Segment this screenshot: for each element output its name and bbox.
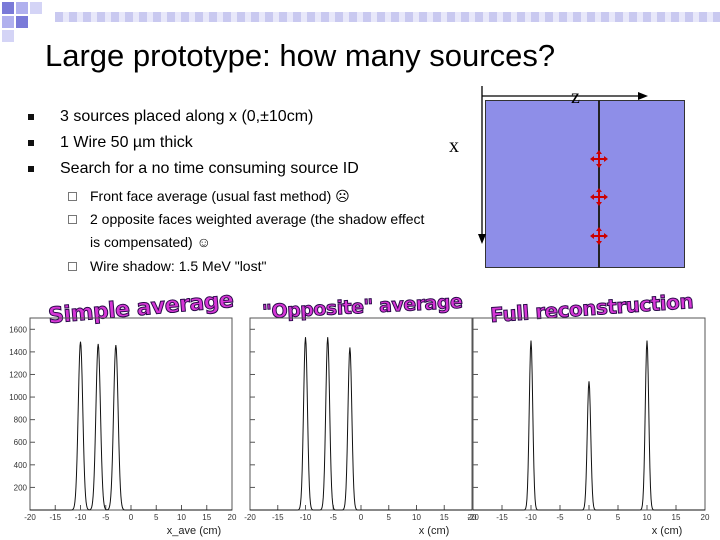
x-tick-label: -20 xyxy=(244,513,256,522)
x-tick-label: 20 xyxy=(228,513,237,522)
bullet-marker xyxy=(28,166,34,172)
x-tick-label: 0 xyxy=(587,513,592,522)
sub-bullet-marker xyxy=(68,262,77,271)
x-tick-label: -15 xyxy=(49,513,61,522)
x-tick-label: -5 xyxy=(330,513,338,522)
x-tick-label: 15 xyxy=(672,513,681,522)
y-tick-label: 1200 xyxy=(9,370,27,379)
sub-bullet-item: Wire shadow: 1.5 MeV "lost" xyxy=(90,258,267,274)
x-tick-label: 5 xyxy=(154,513,159,522)
sub-bullet-item: 2 opposite faces weighted average (the s… xyxy=(90,211,425,227)
bullet-marker xyxy=(28,114,34,120)
y-tick-label: 600 xyxy=(14,438,28,447)
histogram-curve xyxy=(30,341,232,511)
bullet-item: 1 Wire 50 µm thick xyxy=(60,134,193,151)
x-tick-label: -5 xyxy=(556,513,564,522)
x-tick-label: -10 xyxy=(300,513,312,522)
plot-frame xyxy=(249,317,473,511)
bullet-marker xyxy=(28,140,34,146)
histogram-opposite-average: -20 -15 -10 -5 0 5 10 15 20 x (cm) xyxy=(244,317,477,537)
x-tick-label: 10 xyxy=(412,513,421,522)
y-tick-label: 1400 xyxy=(9,348,27,357)
x-tick-label: 5 xyxy=(387,513,392,522)
y-tick-label: 1000 xyxy=(9,393,27,402)
histogram-simple-average: 1600 1400 1200 1000 800 600 400 200 -20 -15 -10 -5 0… xyxy=(9,317,237,537)
x-tick-label: -15 xyxy=(272,513,284,522)
cross-arrows-icon xyxy=(590,227,608,245)
histogram-full-reconstruction: -20 -15 -10 -5 0 5 10 15 20 x (cm) xyxy=(467,317,710,537)
plot-frame xyxy=(29,317,233,511)
x-axis-label: x_ave (cm) xyxy=(167,525,221,537)
detector-block xyxy=(485,100,685,268)
axis-label-z: z xyxy=(571,86,580,108)
x-tick-label: 20 xyxy=(701,513,710,522)
slide-title: Large prototype: how many sources? xyxy=(45,38,556,73)
x-tick-label: 0 xyxy=(129,513,134,522)
x-arrowhead-icon xyxy=(478,234,486,244)
x-tick-label: 15 xyxy=(440,513,449,522)
sub-bullet-marker xyxy=(68,192,77,201)
y-tick-label: 1600 xyxy=(9,325,27,334)
z-arrowhead-icon xyxy=(638,92,648,100)
y-tick-label: 800 xyxy=(14,416,28,425)
x-tick-label: 5 xyxy=(616,513,621,522)
x-tick-label: -20 xyxy=(467,513,479,522)
sub-bullet-marker xyxy=(68,215,77,224)
x-tick-label: 10 xyxy=(643,513,652,522)
x-tick-label: -10 xyxy=(525,513,537,522)
y-tick-label: 400 xyxy=(14,461,28,470)
histogram-curve xyxy=(250,337,472,511)
axis-label-x: x xyxy=(449,135,459,157)
bullet-item: 3 sources placed along x (0,±10cm) xyxy=(60,108,314,125)
x-tick-label: -10 xyxy=(75,513,87,522)
x-axis-label: x (cm) xyxy=(652,525,683,537)
x-tick-label: -5 xyxy=(102,513,110,522)
bullet-item: Search for a no time consuming source ID xyxy=(60,160,359,177)
x-axis-label: x (cm) xyxy=(419,525,450,537)
x-tick-label: -20 xyxy=(24,513,36,522)
axes-arrows xyxy=(478,86,648,244)
x-tick-label: 20 xyxy=(468,513,477,522)
x-tick-label: 15 xyxy=(202,513,211,522)
x-tick-label: 10 xyxy=(177,513,186,522)
x-tick-label: -15 xyxy=(496,513,508,522)
cross-arrows-icon xyxy=(590,188,608,206)
source-markers xyxy=(590,150,608,245)
histogram-curve xyxy=(473,340,705,511)
sub-bullet-item: Front face average (usual fast method) ☹ xyxy=(90,188,350,204)
sub-bullet-item: is compensated) ☺ xyxy=(90,234,211,250)
cross-arrows-icon xyxy=(590,150,608,168)
x-tick-label: 0 xyxy=(359,513,364,522)
wire-line xyxy=(598,100,600,268)
plot-frame xyxy=(472,317,706,511)
y-tick-label: 200 xyxy=(14,483,28,492)
